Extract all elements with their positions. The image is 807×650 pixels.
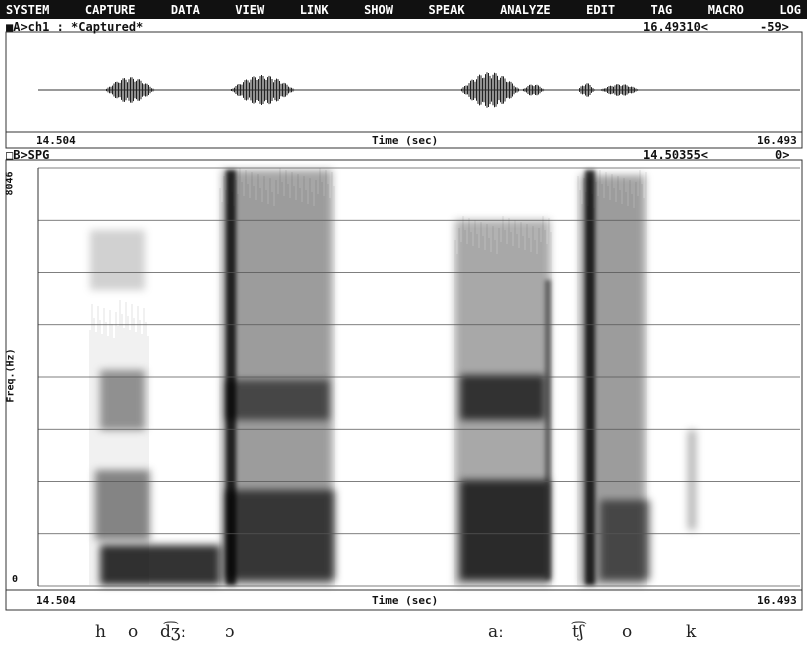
x-end: 16.493 xyxy=(757,594,797,607)
phonetic-symbol: t͡ʃ xyxy=(572,622,583,642)
menu-item[interactable]: EDIT xyxy=(586,3,615,17)
panel-b-header: □B>SPG xyxy=(6,148,49,162)
menu-bar: SYSTEM CAPTURE DATA VIEW LINK SHOW SPEAK ANALYZ… xyxy=(0,0,807,19)
menu-item[interactable]: LOG xyxy=(779,3,801,17)
phonetic-symbol: d͡ʒː xyxy=(160,622,186,642)
screen: SYSTEM CAPTURE DATA VIEW LINK SHOW SPEAK ANALYZ… xyxy=(0,0,807,650)
phonetic-symbol: o xyxy=(128,622,138,642)
menu-item[interactable]: DATA xyxy=(171,3,200,17)
menu-item[interactable]: SHOW xyxy=(364,3,393,17)
y-axis-label: Freq.(Hz) xyxy=(6,348,17,402)
x-start: 14.504 xyxy=(36,134,76,147)
x-axis-label: Time (sec) xyxy=(372,594,438,607)
menu-item[interactable]: LINK xyxy=(300,3,329,17)
menu-item[interactable]: ANALYZE xyxy=(500,3,551,17)
x-end: 16.493 xyxy=(757,134,797,147)
cursor-time: 16.49310< xyxy=(643,20,708,34)
x-axis-label: Time (sec) xyxy=(372,134,438,147)
spectrogram-striation xyxy=(90,168,646,585)
y-max: 8046 xyxy=(5,171,16,195)
y-min: 0 xyxy=(12,574,18,585)
cursor-time: 14.50355< xyxy=(643,148,708,162)
menu-item[interactable]: SPEAK xyxy=(428,3,464,17)
phonetic-symbol: k xyxy=(686,622,696,642)
phonetic-symbol: h xyxy=(95,622,106,642)
menu-item[interactable]: CAPTURE xyxy=(85,3,136,17)
menu-item[interactable]: TAG xyxy=(651,3,673,17)
x-start: 14.504 xyxy=(36,594,76,607)
menu-item[interactable]: SYSTEM xyxy=(6,3,49,17)
phonetic-symbol: aː xyxy=(488,622,504,642)
menu-item[interactable]: MACRO xyxy=(708,3,744,17)
phonetic-symbol: o xyxy=(622,622,632,642)
cursor-level: 0> xyxy=(775,148,789,162)
phonetic-symbol: ɔ xyxy=(225,622,235,642)
panel-a-header: ■A>ch1 : *Captured* xyxy=(6,20,143,34)
cursor-level: -59> xyxy=(760,20,789,34)
canvas xyxy=(0,0,807,650)
menu-item[interactable]: VIEW xyxy=(235,3,264,17)
frequency-grid xyxy=(38,168,800,586)
spectrogram xyxy=(90,168,696,585)
